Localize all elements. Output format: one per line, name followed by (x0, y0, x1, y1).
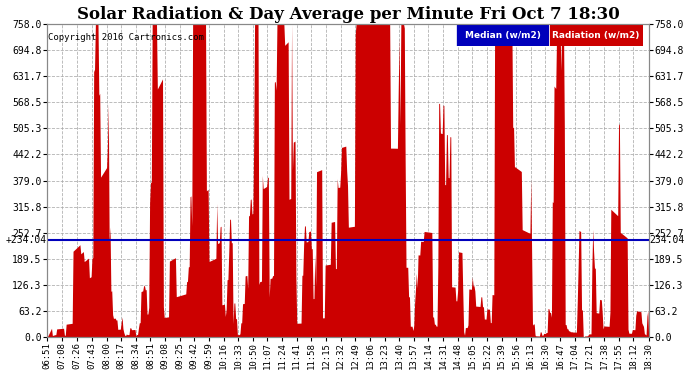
Text: Copyright 2016 Cartronics.com: Copyright 2016 Cartronics.com (48, 33, 204, 42)
Title: Solar Radiation & Day Average per Minute Fri Oct 7 18:30: Solar Radiation & Day Average per Minute… (77, 6, 620, 22)
Text: 234.04: 234.04 (649, 236, 684, 245)
Text: +234.04: +234.04 (6, 236, 47, 245)
